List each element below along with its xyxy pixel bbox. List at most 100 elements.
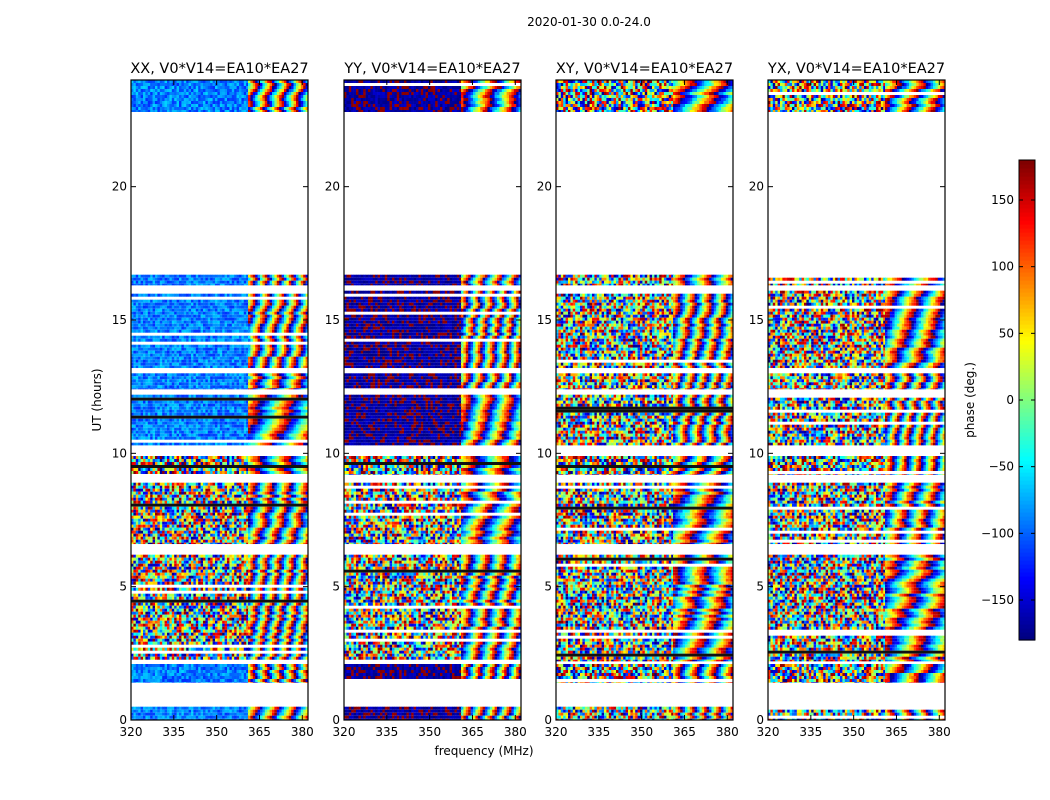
colorbar-step — [1019, 332, 1035, 337]
colorbar-step — [1019, 228, 1035, 233]
colorbar-step — [1019, 432, 1035, 437]
colorbar-step — [1019, 524, 1035, 529]
panel-frame — [130, 79, 309, 721]
x-tick-label: 320 — [120, 725, 143, 739]
colorbar-step — [1019, 520, 1035, 525]
colorbar-step — [1019, 444, 1035, 449]
panel-yy: YY, V0*V14=EA10*EA27 320 335 350 365 380 0 5 10 1… — [325, 61, 527, 739]
colorbar-step — [1019, 576, 1035, 581]
colorbar-step — [1019, 620, 1035, 625]
colorbar-step — [1019, 380, 1035, 385]
x-tick-label: 335 — [799, 725, 822, 739]
colorbar-step — [1019, 540, 1035, 545]
colorbar-step — [1019, 408, 1035, 413]
panel-frame — [343, 79, 522, 721]
colorbar-step — [1019, 552, 1035, 557]
colorbar-tick-label: 150 — [991, 193, 1014, 207]
colorbar-step — [1019, 468, 1035, 473]
colorbar-step — [1019, 360, 1035, 365]
colorbar-step — [1019, 424, 1035, 429]
colorbar-step — [1019, 268, 1035, 273]
colorbar-step — [1019, 436, 1035, 441]
colorbar-step — [1019, 164, 1035, 169]
colorbar-step — [1019, 176, 1035, 181]
colorbar-step — [1019, 280, 1035, 285]
colorbar-step — [1019, 588, 1035, 593]
colorbar-step — [1019, 632, 1035, 637]
panel-title: YY, V0*V14=EA10*EA27 — [343, 61, 520, 77]
colorbar-step — [1019, 604, 1035, 609]
panel-title: XY, V0*V14=EA10*EA27 — [556, 61, 733, 77]
colorbar-step — [1019, 352, 1035, 357]
x-axis-label: frequency (MHz) — [434, 744, 533, 758]
colorbar-step — [1019, 172, 1035, 177]
colorbar-step — [1019, 512, 1035, 517]
colorbar-step — [1019, 508, 1035, 513]
colorbar-step — [1019, 324, 1035, 329]
colorbar-step — [1019, 600, 1035, 605]
colorbar-step — [1019, 292, 1035, 297]
colorbar-step — [1019, 288, 1035, 293]
panel-frame — [767, 79, 946, 721]
y-tick-label: 0 — [332, 713, 340, 727]
colorbar-step — [1019, 260, 1035, 265]
x-tick-label: 335 — [587, 725, 610, 739]
colorbar-step — [1019, 456, 1035, 461]
colorbar-step — [1019, 500, 1035, 505]
colorbar-step — [1019, 264, 1035, 269]
panel-xy: XY, V0*V14=EA10*EA27 320 335 350 365 380 0 5 10 1… — [537, 61, 739, 739]
colorbar-step — [1019, 340, 1035, 345]
y-tick-label: 20 — [749, 180, 764, 194]
x-tick-label: 350 — [418, 725, 441, 739]
colorbar-step — [1019, 612, 1035, 617]
y-tick-label: 5 — [756, 580, 764, 594]
colorbar-step — [1019, 284, 1035, 289]
phase-image — [131, 80, 308, 720]
colorbar-tick-label: −150 — [981, 593, 1014, 607]
x-tick-label: 365 — [673, 725, 696, 739]
colorbar-step — [1019, 336, 1035, 341]
colorbar-step — [1019, 188, 1035, 193]
colorbar-step — [1019, 248, 1035, 253]
x-tick-label: 365 — [885, 725, 908, 739]
colorbar-step — [1019, 492, 1035, 497]
y-tick-label: 15 — [325, 313, 340, 327]
colorbar-step — [1019, 592, 1035, 597]
colorbar-step — [1019, 584, 1035, 589]
colorbar-step — [1019, 204, 1035, 209]
colorbar-step — [1019, 160, 1035, 165]
y-tick-label: 15 — [537, 313, 552, 327]
colorbar-step — [1019, 400, 1035, 405]
colorbar-step — [1019, 252, 1035, 257]
y-tick-label: 10 — [537, 446, 552, 460]
colorbar-step — [1019, 440, 1035, 445]
colorbar-step — [1019, 356, 1035, 361]
colorbar-step — [1019, 276, 1035, 281]
colorbar-step — [1019, 300, 1035, 305]
y-tick-label: 20 — [325, 180, 340, 194]
colorbar-step — [1019, 476, 1035, 481]
y-tick-label: 5 — [119, 580, 127, 594]
x-tick-label: 380 — [716, 725, 739, 739]
colorbar-tick-label: −50 — [989, 460, 1014, 474]
colorbar-step — [1019, 564, 1035, 569]
y-tick-label: 5 — [544, 580, 552, 594]
colorbar-step — [1019, 200, 1035, 205]
colorbar-step — [1019, 212, 1035, 217]
colorbar-step — [1019, 388, 1035, 393]
colorbar-step — [1019, 384, 1035, 389]
colorbar-tick-label: 100 — [991, 260, 1014, 274]
colorbar-label: phase (deg.) — [963, 362, 977, 438]
colorbar-step — [1019, 480, 1035, 485]
colorbar-step — [1019, 328, 1035, 333]
colorbar-step — [1019, 616, 1035, 621]
x-tick-label: 350 — [205, 725, 228, 739]
colorbar-step — [1019, 624, 1035, 629]
panels: XX, V0*V14=EA10*EA27 320 335 350 365 380 0 5 10 1… — [112, 61, 951, 739]
y-tick-label: 20 — [112, 180, 127, 194]
colorbar-step — [1019, 636, 1035, 641]
x-tick-label: 350 — [842, 725, 865, 739]
colorbar-step — [1019, 224, 1035, 229]
figure-title: 2020-01-30 0.0-24.0 — [527, 15, 651, 29]
